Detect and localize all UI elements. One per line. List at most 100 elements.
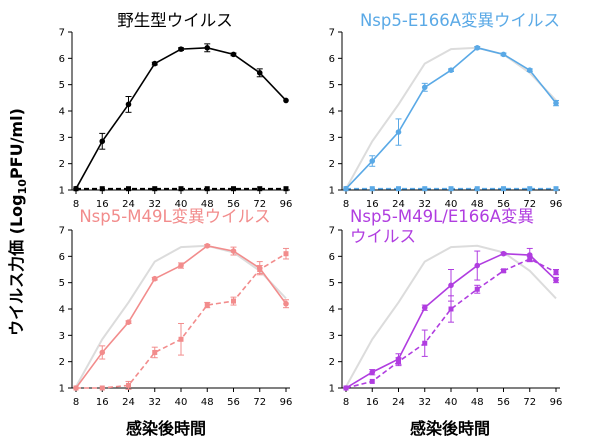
data-point [553,277,559,283]
data-point [553,269,559,275]
data-point [257,186,263,192]
reference-line [75,244,287,388]
data-point [500,250,507,257]
x-tick-label: 24 [122,199,135,210]
x-tick-label: 32 [148,397,161,408]
reference-line [345,46,557,190]
data-point [283,186,289,192]
x-axis-label-left: 感染後時間 [126,419,206,438]
data-point [343,186,349,192]
x-tick-label: 24 [122,397,135,408]
data-point [448,186,454,192]
y-tick-label: 7 [59,226,65,237]
y-tick-label: 5 [59,278,65,289]
x-tick-label: 16 [366,199,379,210]
x-tick-label: 96 [280,397,293,408]
data-point [283,97,289,104]
y-tick-label: 6 [329,252,335,263]
y-tick-label: 3 [59,331,65,342]
data-point [553,100,559,106]
data-point [178,336,184,342]
data-point [73,385,79,391]
y-tick-label: 4 [329,305,335,316]
y-tick-label: 2 [59,357,65,368]
x-tick-label: 96 [550,397,563,408]
data-point [125,101,132,108]
x-tick-label: 72 [253,199,266,210]
x-tick-label: 48 [471,397,484,408]
x-tick-label: 8 [73,397,79,408]
x-tick-label: 40 [445,199,458,210]
data-point [395,129,402,135]
panel-title: 野生型ウイルス [117,11,233,30]
data-point [178,186,184,192]
x-tick-label: 8 [73,199,79,210]
data-point [421,84,428,91]
data-point [230,51,237,58]
x-tick-label: 48 [201,397,214,408]
y-tick-label: 2 [329,357,335,368]
y-tick-label: 1 [59,384,65,395]
data-point [151,275,158,282]
solid-series-line [75,46,287,190]
y-tick-label: 3 [329,133,335,144]
data-point [204,302,210,308]
data-point [257,267,263,272]
x-tick-label: 56 [497,397,510,408]
data-point [231,186,236,192]
y-tick-label: 1 [329,384,335,395]
dashed-series-line [76,253,287,389]
y-tick-label: 1 [59,186,65,197]
data-point [369,369,376,376]
y-tick-label: 6 [329,54,335,65]
y-tick-label: 7 [59,28,65,39]
data-point [448,306,454,312]
panel-title: Nsp5-M49L/E166A変異ウイルス [350,207,534,246]
data-point [396,359,401,365]
data-point [99,138,106,145]
x-tick-label: 48 [471,199,484,210]
data-point [369,378,375,384]
x-tick-label: 16 [366,397,379,408]
data-point [501,268,506,274]
data-point [178,46,184,52]
data-point [343,385,349,391]
data-point [283,300,289,307]
data-point [99,186,105,192]
data-point [474,186,480,192]
data-point [501,186,506,192]
data-point [204,186,210,192]
y-tick-label: 5 [59,80,65,91]
x-tick-label: 16 [96,199,109,210]
y-tick-label: 4 [329,107,335,118]
x-tick-label: 8 [343,397,349,408]
data-point [369,158,376,164]
data-point [99,349,106,356]
x-tick-label: 8 [343,199,349,210]
y-tick-label: 4 [59,305,65,316]
data-point [230,248,237,254]
y-tick-label: 2 [329,159,335,170]
data-point [526,67,533,73]
data-point [422,186,428,192]
data-point [553,186,559,192]
data-point [448,282,454,289]
data-point [152,349,158,355]
data-point [178,262,184,269]
data-point [396,186,401,192]
y-tick-label: 7 [329,28,335,39]
data-point [527,186,533,192]
data-point [204,243,211,249]
y-tick-label: 3 [329,331,335,342]
data-point [500,51,507,58]
x-tick-label: 56 [227,199,240,210]
data-point [231,298,236,304]
data-point [73,186,79,192]
data-point [125,319,132,325]
panel-title: Nsp5-M49L変異ウイルス [79,207,270,226]
y-tick-label: 2 [59,159,65,170]
